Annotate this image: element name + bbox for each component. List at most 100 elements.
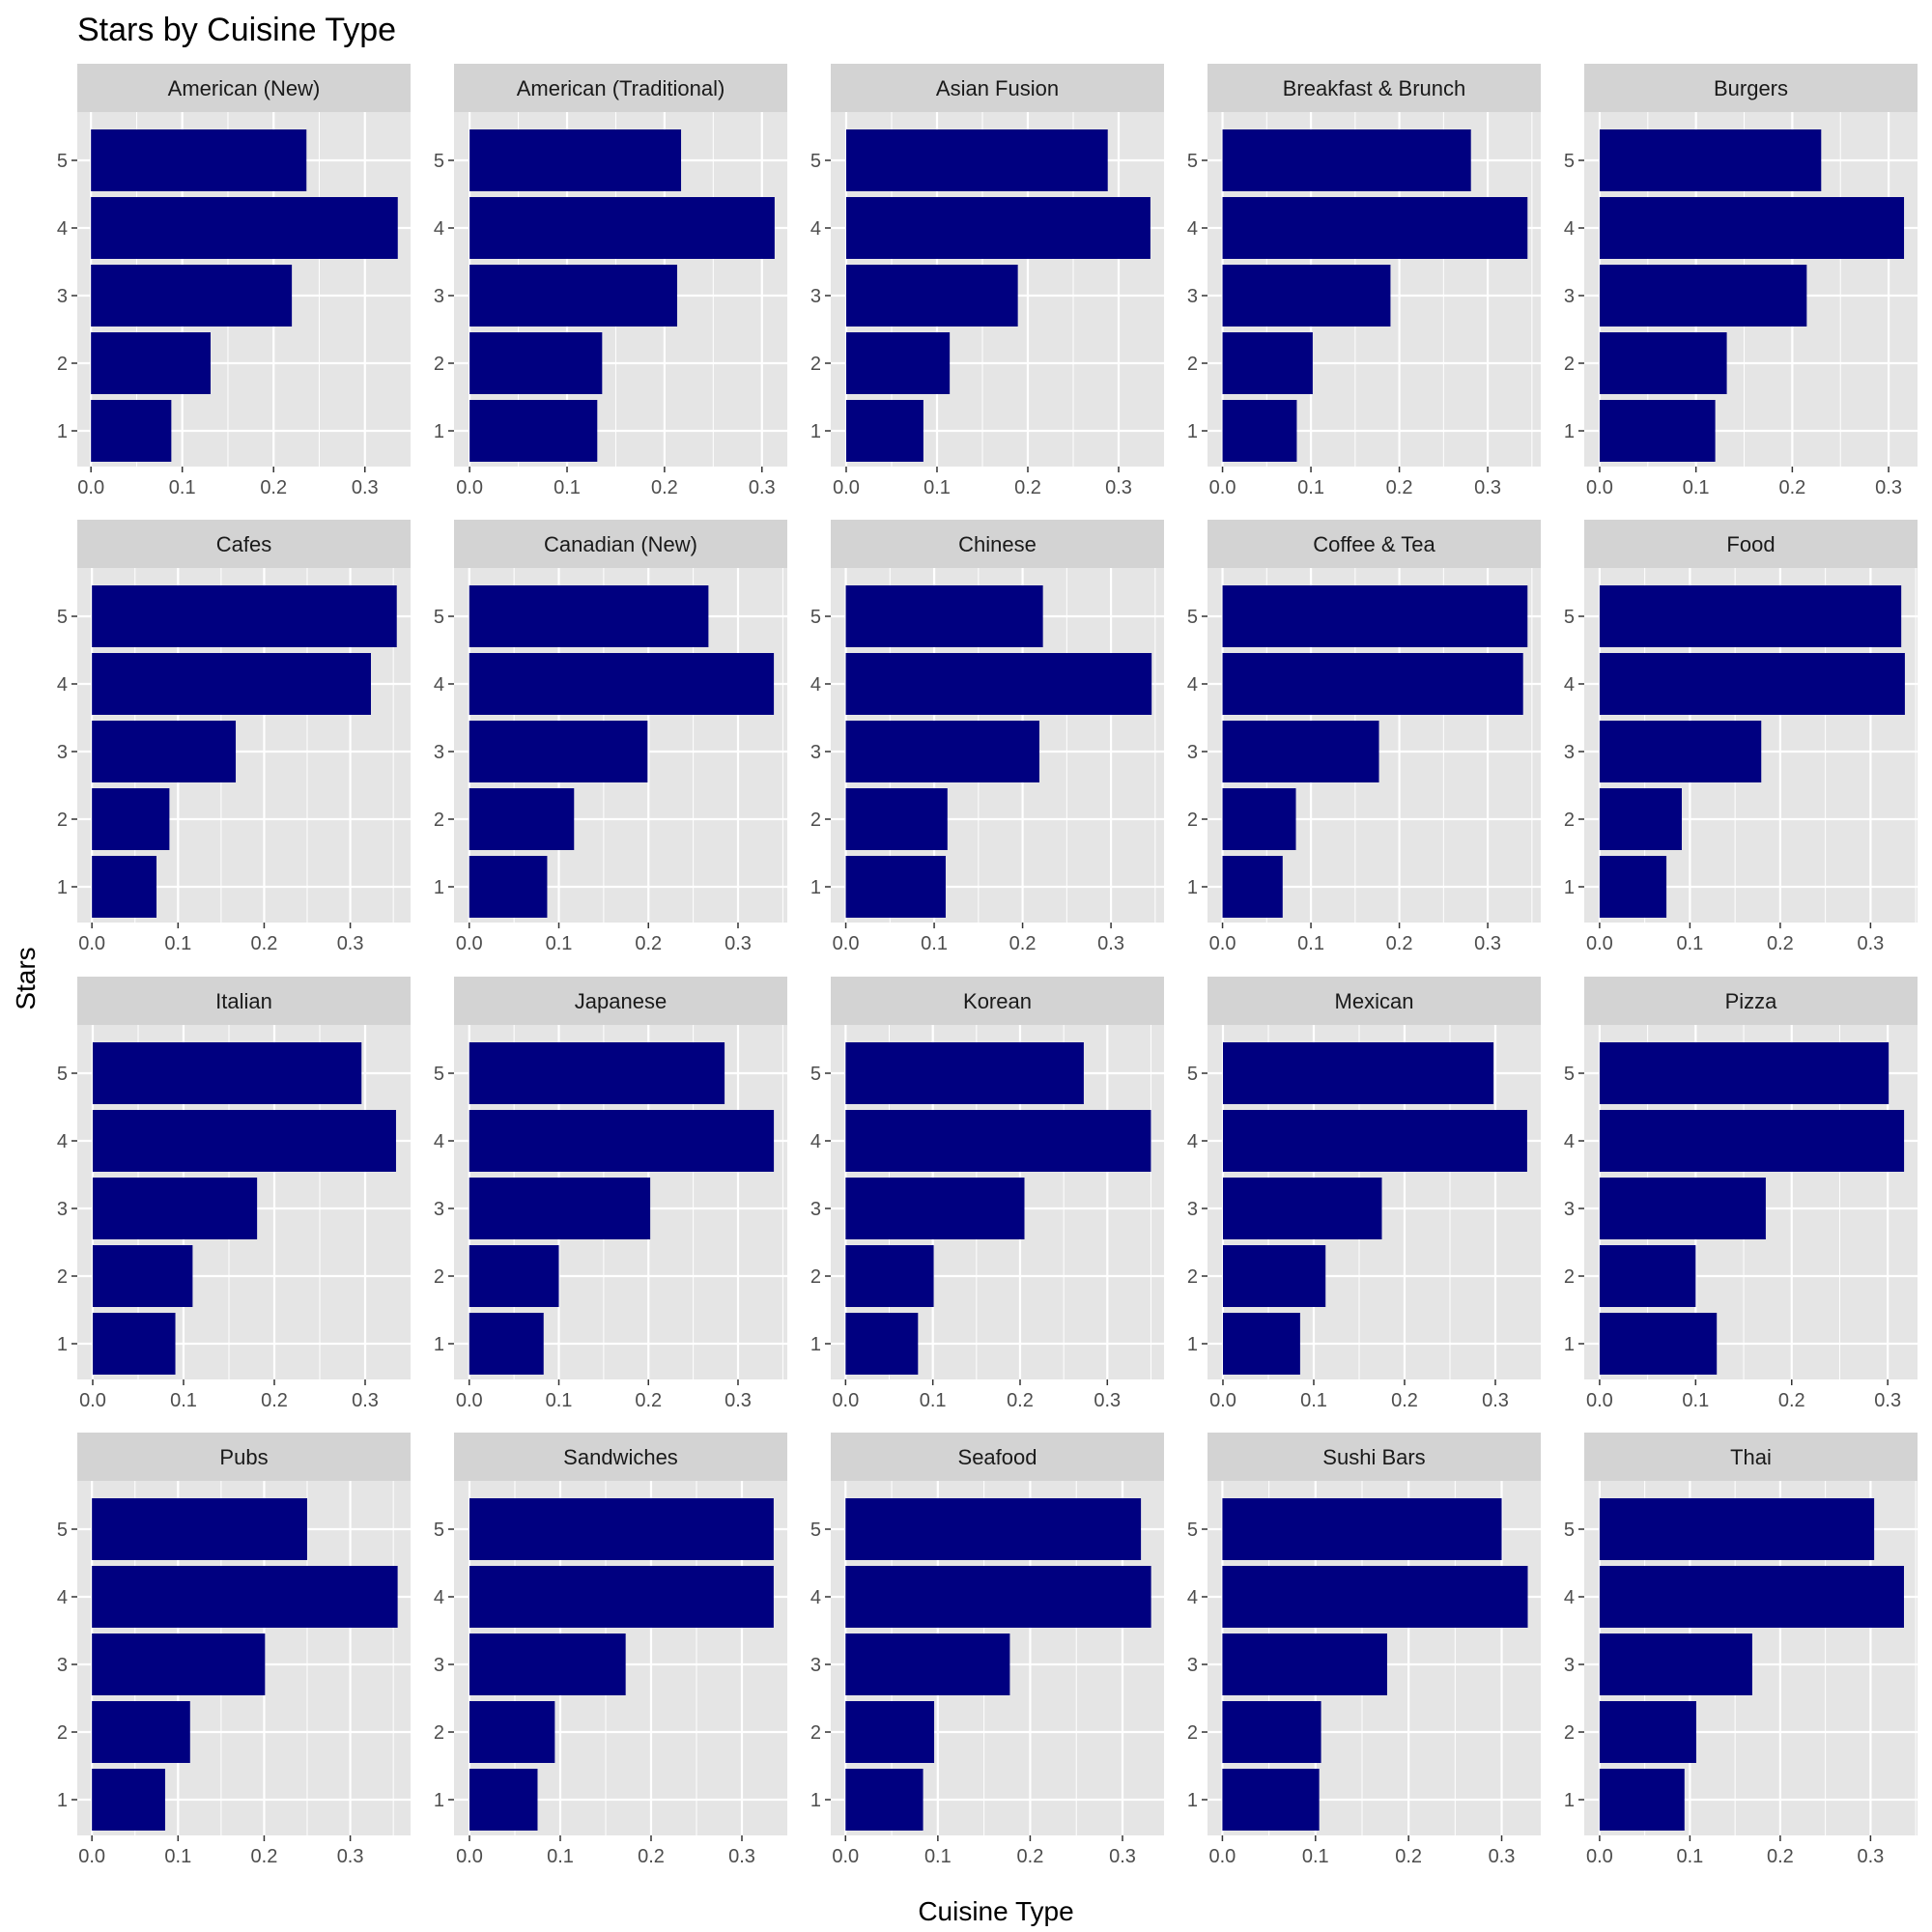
x-tick-label: 0.3 <box>1874 1390 1901 1411</box>
facet-strip-label: Cafes <box>216 532 271 556</box>
y-tick-label: 5 <box>1187 607 1198 628</box>
facet-panel: American (New) 0.0 0.1 0.2 0.3 1 2 3 4 5 <box>57 64 411 498</box>
bar <box>1599 1178 1766 1239</box>
facet-strip <box>77 977 411 1025</box>
y-tick-label: 1 <box>1564 877 1575 898</box>
y-tick-label: 1 <box>1564 421 1575 442</box>
bar <box>845 197 1151 259</box>
y-tick-label: 1 <box>1187 421 1198 442</box>
facet-strip <box>1208 977 1541 1025</box>
bar <box>1222 332 1313 394</box>
bar <box>92 1566 398 1628</box>
y-tick-label: 4 <box>1564 1587 1575 1608</box>
y-tick-label: 5 <box>57 1064 68 1085</box>
bar <box>469 1042 725 1104</box>
y-tick-label: 2 <box>57 810 68 831</box>
x-tick-label: 0.1 <box>1683 477 1710 498</box>
y-tick-label: 1 <box>57 1334 68 1355</box>
x-tick-label: 0.1 <box>921 933 948 954</box>
y-tick-label: 4 <box>1564 218 1575 240</box>
facet-strip-label: Food <box>1726 532 1775 556</box>
bar <box>1599 332 1727 394</box>
y-tick-label: 5 <box>434 1520 444 1541</box>
x-tick-label: 0.2 <box>261 1390 288 1411</box>
bar <box>1599 265 1807 327</box>
bar <box>91 265 293 327</box>
facet-panel: Pubs 0.0 0.1 0.2 0.3 1 2 3 4 5 <box>57 1433 411 1867</box>
facet-strip-label: Korean <box>963 989 1032 1013</box>
y-tick-label: 2 <box>57 1722 68 1744</box>
x-tick-label: 0.2 <box>260 477 287 498</box>
y-tick-label: 4 <box>810 1587 821 1608</box>
facet-strip-label: Breakfast & Brunch <box>1283 76 1466 100</box>
y-tick-label: 2 <box>57 1266 68 1288</box>
facet-strip-label: Asian Fusion <box>936 76 1059 100</box>
facet-strip-label: Chinese <box>958 532 1037 556</box>
facet-strip <box>77 1433 411 1481</box>
bar <box>1599 788 1682 850</box>
x-tick-label: 0.2 <box>1007 1390 1034 1411</box>
y-tick-label: 2 <box>434 810 444 831</box>
bar <box>1599 856 1667 918</box>
facet-panel: Canadian (New) 0.0 0.1 0.2 0.3 1 2 3 4 5 <box>434 520 787 954</box>
bar <box>1599 721 1762 782</box>
x-tick-label: 0.2 <box>651 477 678 498</box>
y-tick-label: 4 <box>810 674 821 696</box>
facet-strip <box>77 64 411 112</box>
x-tick-label: 0.3 <box>1094 1390 1121 1411</box>
facet-panel: Cafes 0.0 0.1 0.2 0.3 1 2 3 4 5 <box>57 520 411 954</box>
x-tick-label: 0.3 <box>728 1846 755 1867</box>
x-tick-label: 0.1 <box>169 477 196 498</box>
y-tick-label: 2 <box>1564 354 1575 375</box>
bar <box>1222 788 1296 850</box>
y-tick-label: 5 <box>1564 607 1575 628</box>
facet-panel: Coffee & Tea 0.0 0.1 0.2 0.3 1 2 3 4 5 <box>1187 520 1541 954</box>
bar <box>1599 1110 1905 1172</box>
facet-strip <box>831 520 1164 568</box>
facet-strip-label: Pubs <box>219 1445 268 1469</box>
bar <box>469 197 775 259</box>
x-tick-label: 0.2 <box>1014 477 1041 498</box>
x-tick-label: 0.2 <box>638 1846 665 1867</box>
bar <box>845 400 923 462</box>
bar <box>1599 1498 1875 1560</box>
bar <box>92 1110 396 1172</box>
facet-strip-label: Canadian (New) <box>544 532 697 556</box>
bar <box>469 1110 775 1172</box>
x-tick-label: 0.0 <box>1209 1846 1236 1867</box>
bar <box>469 1245 559 1307</box>
facet-strip-label: Italian <box>215 989 272 1013</box>
bar <box>91 129 307 191</box>
x-tick-label: 0.0 <box>79 1390 106 1411</box>
bar <box>469 1769 538 1831</box>
bar <box>1222 1634 1387 1695</box>
y-tick-label: 5 <box>1187 1064 1198 1085</box>
bar <box>1599 129 1822 191</box>
y-tick-label: 1 <box>1187 1334 1198 1355</box>
facet-strip <box>831 64 1164 112</box>
y-tick-label: 5 <box>810 1064 821 1085</box>
bar <box>469 400 598 462</box>
bar <box>845 1178 1025 1239</box>
bar <box>1599 1769 1685 1831</box>
y-tick-label: 1 <box>57 877 68 898</box>
x-tick-label: 0.0 <box>456 933 483 954</box>
y-tick-label: 5 <box>57 151 68 172</box>
x-tick-label: 0.3 <box>724 1390 752 1411</box>
x-tick-label: 0.2 <box>1778 477 1805 498</box>
facet-strip <box>454 64 787 112</box>
facet-panel: American (Traditional) 0.0 0.1 0.2 0.3 1 2 3 4 5 <box>434 64 787 498</box>
y-tick-label: 4 <box>57 1587 68 1608</box>
x-tick-label: 0.1 <box>170 1390 197 1411</box>
x-tick-label: 0.0 <box>1586 1846 1613 1867</box>
bar <box>91 332 211 394</box>
facet-panel: Seafood 0.0 0.1 0.2 0.3 1 2 3 4 5 <box>810 1433 1164 1867</box>
x-tick-label: 0.0 <box>78 1846 105 1867</box>
facet-strip <box>454 1433 787 1481</box>
facet-strip-label: Sushi Bars <box>1322 1445 1425 1469</box>
bar <box>1222 1769 1320 1831</box>
bar <box>845 1769 923 1831</box>
y-tick-label: 3 <box>434 1655 444 1676</box>
facet-strip-label: Seafood <box>958 1445 1037 1469</box>
x-tick-label: 0.2 <box>1009 933 1037 954</box>
